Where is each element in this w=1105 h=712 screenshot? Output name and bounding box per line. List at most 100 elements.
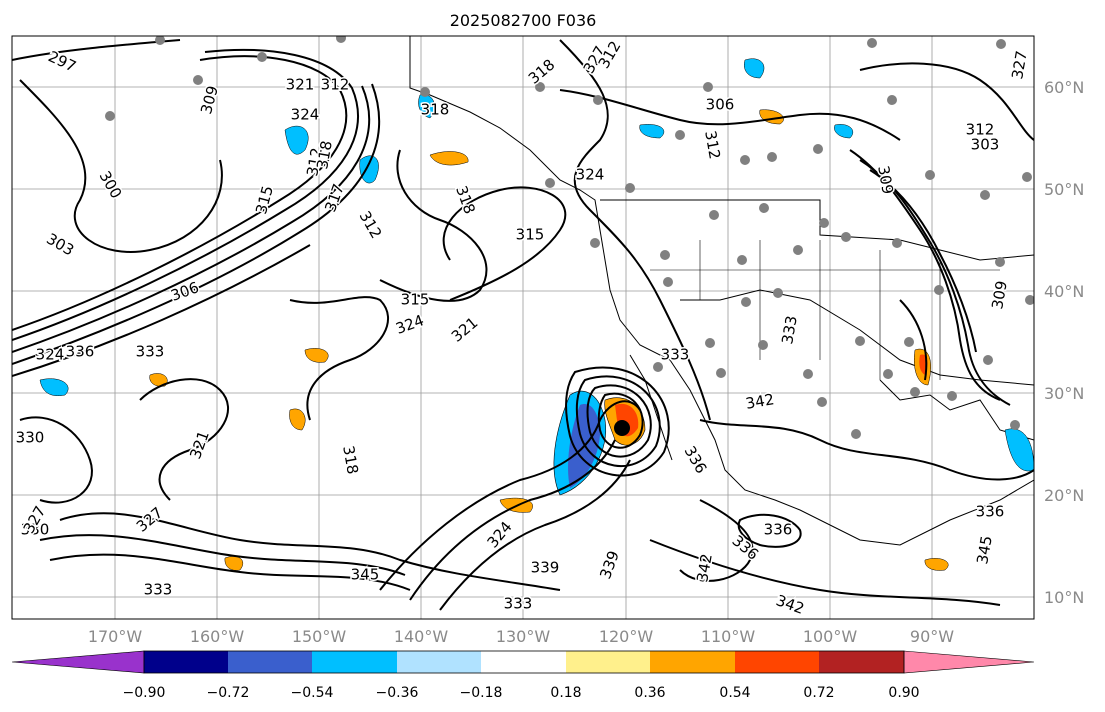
station-dot <box>703 82 713 92</box>
station-dot <box>817 397 827 407</box>
colorbar-tick: 0.54 <box>719 685 750 701</box>
station-dot <box>867 38 877 48</box>
contour-9 <box>39 534 406 576</box>
contour-26 <box>19 416 93 504</box>
contour-25 <box>139 378 230 501</box>
contour-3 <box>12 85 371 353</box>
contour-label: 324 <box>36 346 65 364</box>
patch-orange-8 <box>924 558 949 571</box>
contour-label: 324 <box>291 106 320 124</box>
lon-label: 120°W <box>599 627 654 646</box>
contour-16 <box>379 149 488 302</box>
station-dot <box>947 391 957 401</box>
colorbar-segment <box>819 651 904 673</box>
contour-lines <box>12 39 1034 611</box>
station-dot <box>758 340 768 350</box>
graticule <box>12 36 1034 619</box>
station-dot <box>709 210 719 220</box>
station-dot <box>819 218 829 228</box>
station-dot <box>535 82 545 92</box>
contour-label: 345 <box>351 566 380 584</box>
station-dot <box>851 429 861 439</box>
station-dots <box>105 36 1034 439</box>
station-dot <box>155 36 165 45</box>
station-dot <box>653 362 663 372</box>
contour-label: 336 <box>764 521 793 539</box>
cyclone-center <box>614 420 630 436</box>
lon-label: 130°W <box>496 627 551 646</box>
contour-22 <box>649 539 1001 606</box>
contour-8 <box>59 512 561 591</box>
colorbar-frame <box>143 650 905 674</box>
patch-orange-2 <box>304 348 329 363</box>
colorbar-segment <box>481 651 566 673</box>
contour-label: 318 <box>421 101 450 119</box>
contour-label: 333 <box>661 346 690 364</box>
contour-20 <box>869 169 977 353</box>
patch-orange-1 <box>429 151 469 166</box>
station-dot <box>855 336 865 346</box>
contour-label: 312 <box>966 121 995 139</box>
colorbar-extend-low <box>11 650 145 674</box>
station-dot <box>716 368 726 378</box>
station-dot <box>803 369 813 379</box>
map-frame <box>11 35 1035 620</box>
station-dot <box>257 52 267 62</box>
station-dot <box>705 338 715 348</box>
station-dot <box>1010 420 1020 430</box>
longitude-axis: 170°W 160°W 150°W 140°W 130°W 120°W 110°… <box>88 627 954 646</box>
baja-california <box>629 354 673 461</box>
colorbar-segment <box>735 651 819 673</box>
lon-label: 150°W <box>292 627 347 646</box>
contour-label: 315 <box>401 291 430 309</box>
contour-label: 315 <box>516 226 545 244</box>
cyclone-contour-3 <box>575 375 661 468</box>
contour-11 <box>379 400 641 591</box>
patch-cyan-8 <box>834 124 854 139</box>
station-dot <box>545 178 555 188</box>
contour-label: 333 <box>136 343 165 361</box>
contour-27 <box>899 299 928 381</box>
contour-label: 333 <box>504 595 533 613</box>
colorbar-segment <box>228 651 312 673</box>
lat-label: 60°N <box>1044 78 1084 97</box>
contour-label: 321 <box>286 76 315 94</box>
station-dot <box>675 130 685 140</box>
contour-label: 336 <box>976 503 1005 521</box>
station-dot <box>105 111 115 121</box>
colorbar-tick: −0.90 <box>123 685 166 701</box>
contour-label: 336 <box>66 343 95 361</box>
patch-cyan-4 <box>744 58 765 79</box>
station-dot <box>737 255 747 265</box>
west-coast <box>409 36 1034 546</box>
contour-6 <box>19 79 223 253</box>
map-title: 2025082700 F036 <box>450 11 597 30</box>
contour-17 <box>859 62 1034 141</box>
colorbar-tick: 0.18 <box>550 685 581 701</box>
contour-label: 303 <box>971 136 1000 154</box>
cyclone-contour-1 <box>597 392 644 449</box>
lat-label: 30°N <box>1044 384 1084 403</box>
patch-cyan-2 <box>359 155 379 184</box>
station-dot <box>910 387 920 397</box>
station-dot <box>887 95 897 105</box>
colorbar-segment <box>144 651 228 673</box>
colorbar-tick: −0.36 <box>376 685 419 701</box>
patch-cyan-6 <box>39 378 69 396</box>
patch-cyan-3 <box>418 94 435 119</box>
contour-24 <box>737 513 802 548</box>
lon-label: 160°W <box>190 627 245 646</box>
station-dot <box>1025 295 1034 305</box>
colorbar-tick: 0.36 <box>634 685 665 701</box>
us-mexico-border <box>680 289 1034 386</box>
lon-label: 110°W <box>701 627 756 646</box>
station-dot <box>420 87 430 97</box>
contour-label: 312 <box>321 76 350 94</box>
station-dot <box>193 75 203 85</box>
contour-23 <box>679 499 754 582</box>
contour-5 <box>12 244 311 377</box>
station-dot <box>996 39 1006 49</box>
lat-label: 50°N <box>1044 180 1084 199</box>
lat-label: 10°N <box>1044 588 1084 607</box>
station-dot <box>813 144 823 154</box>
